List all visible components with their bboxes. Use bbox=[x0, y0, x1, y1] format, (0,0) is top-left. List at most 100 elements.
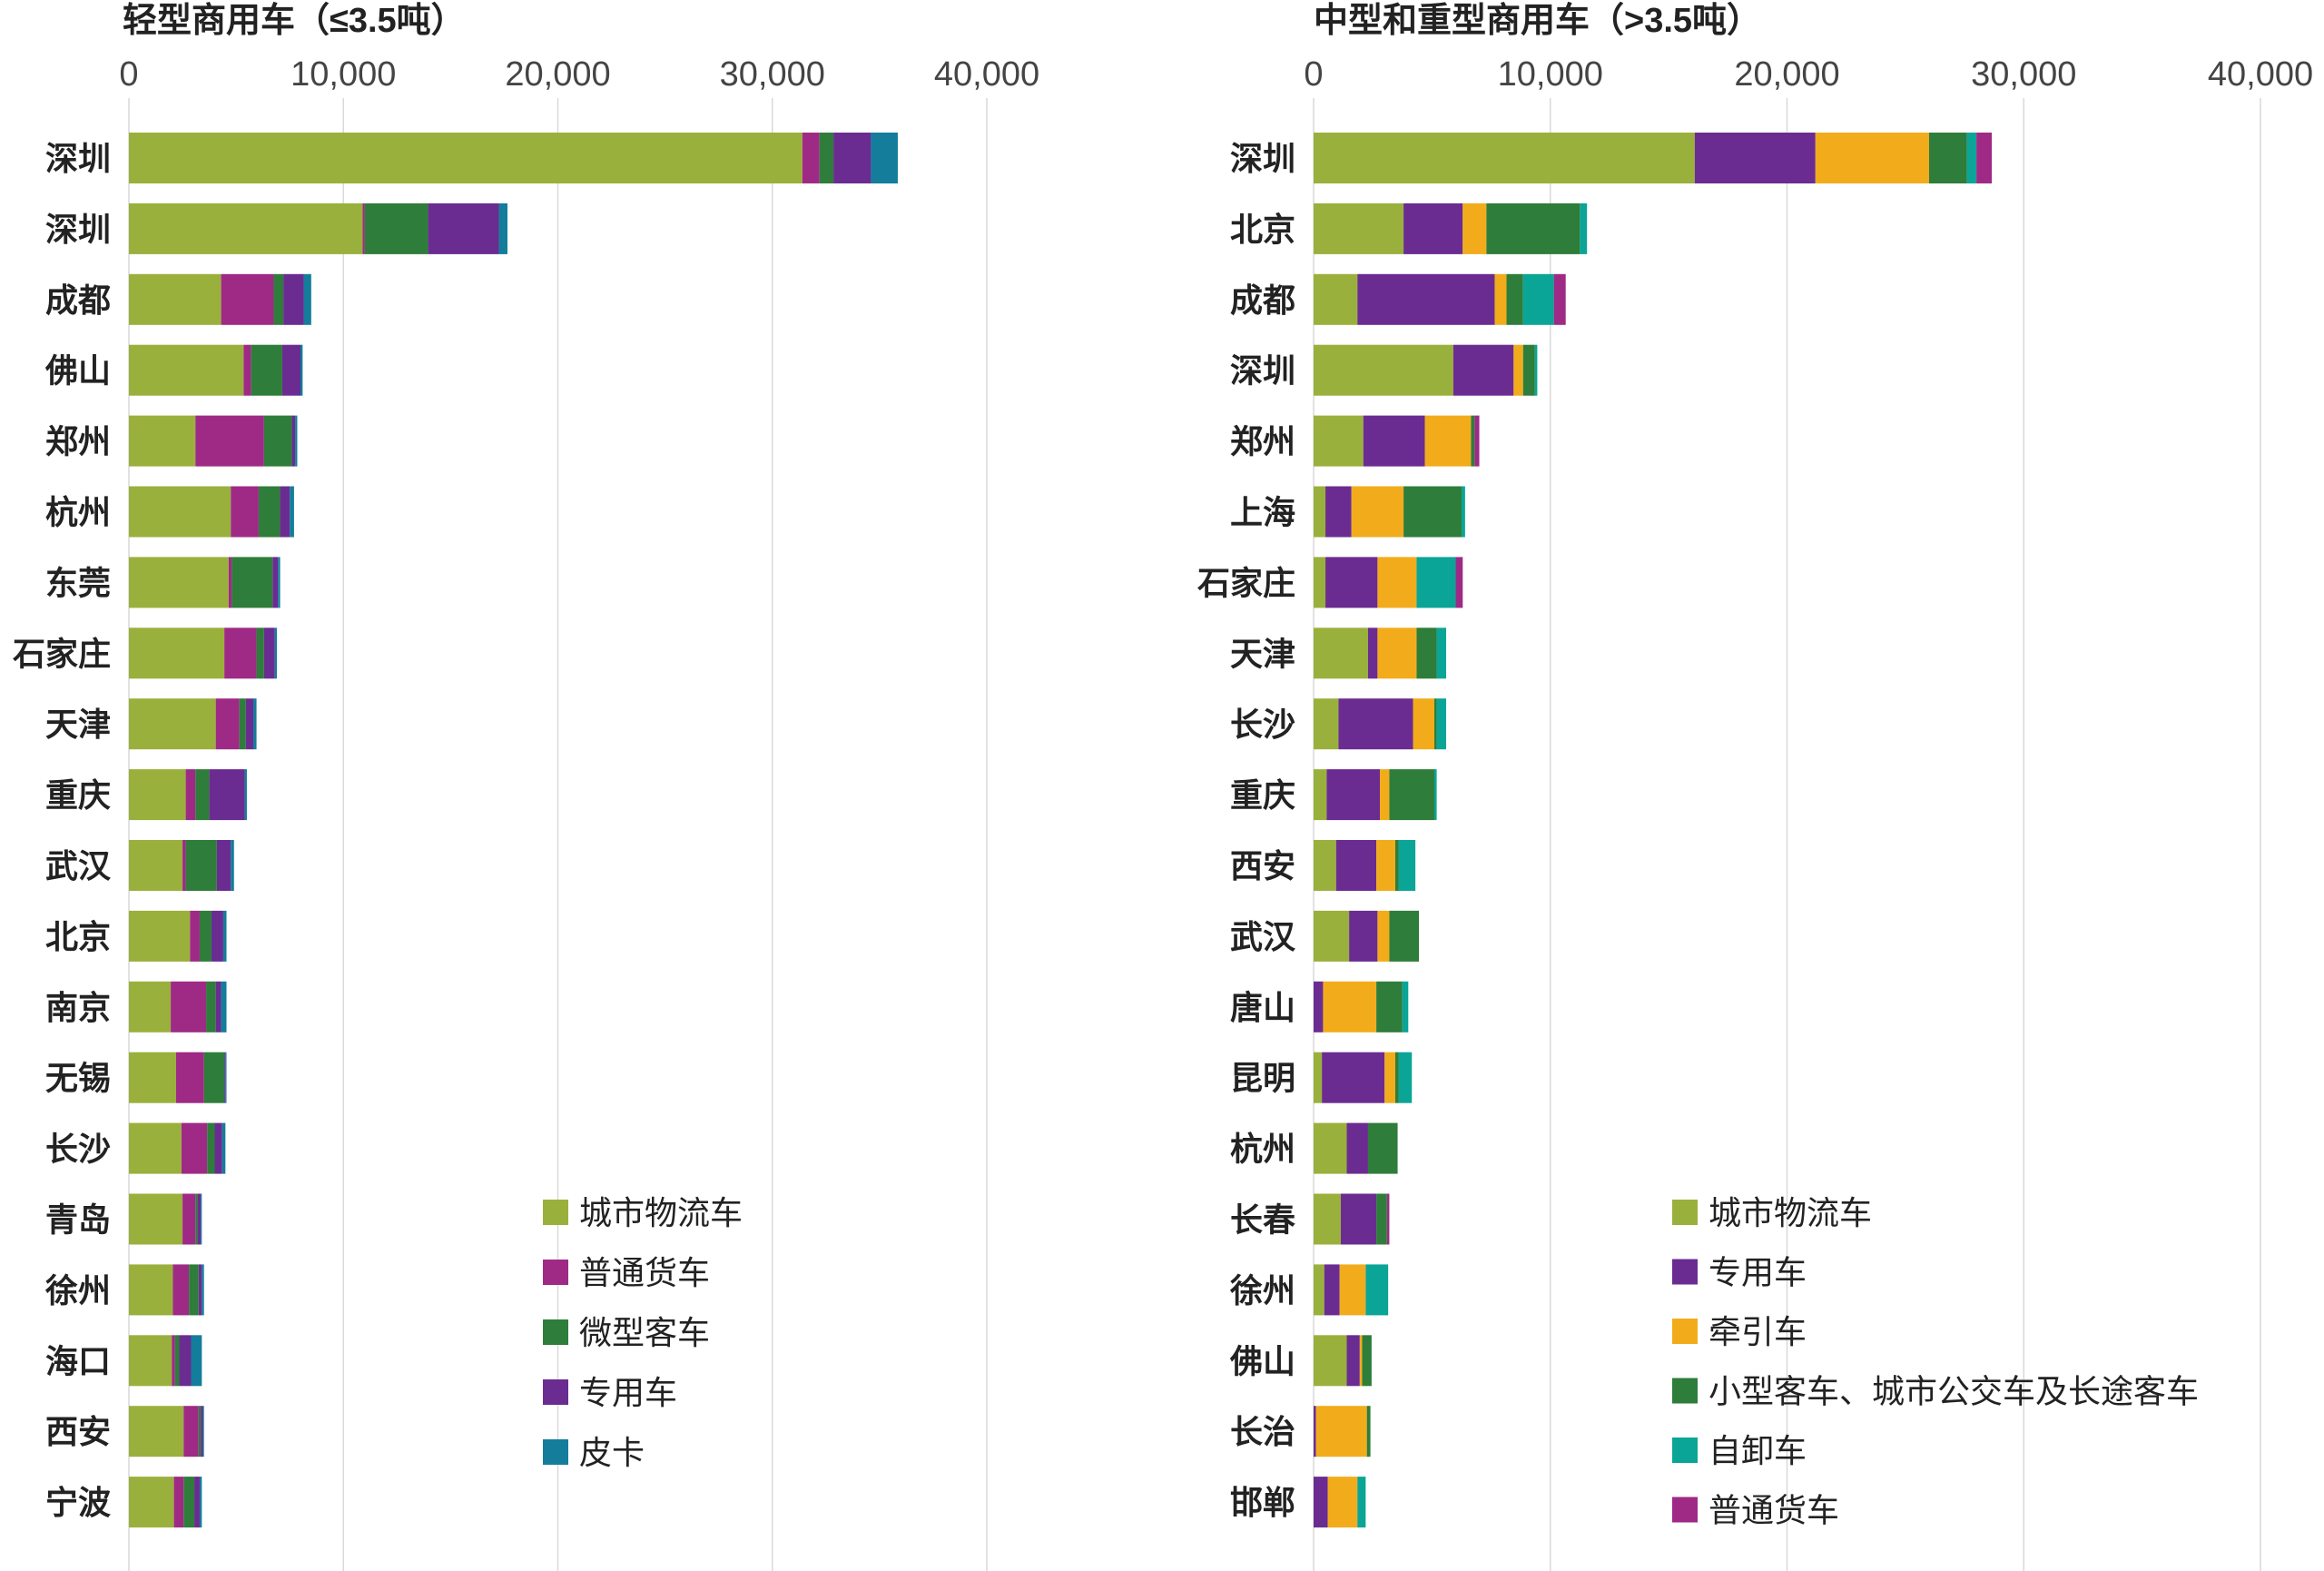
left-legend-label: 皮卡 bbox=[579, 1434, 645, 1471]
right-bar-segment bbox=[1376, 840, 1395, 891]
left-category-label: 石家庄 bbox=[13, 635, 111, 672]
left-bar-segment bbox=[211, 910, 223, 962]
left-bar-segment bbox=[215, 981, 222, 1033]
right-bar-segment bbox=[1486, 203, 1581, 254]
left-bar-segment bbox=[256, 627, 264, 679]
right-bar-segment bbox=[1471, 415, 1475, 467]
left-bar-segment bbox=[278, 557, 281, 608]
left-bar-segment bbox=[129, 769, 186, 821]
right-category-label: 重庆 bbox=[1230, 776, 1295, 814]
right-bar-segment bbox=[1365, 1264, 1389, 1316]
left-bar-segment bbox=[222, 1122, 226, 1174]
left-bar-segment bbox=[239, 698, 246, 750]
right-bar-segment bbox=[1363, 415, 1425, 467]
left-bar-segment bbox=[231, 557, 273, 608]
left-category-label: 青岛 bbox=[45, 1201, 111, 1239]
left-bar-segment bbox=[129, 1193, 183, 1245]
right-bar-segment bbox=[1424, 415, 1472, 467]
left-bar-segment bbox=[129, 1477, 174, 1528]
left-legend-label: 城市物流车 bbox=[579, 1194, 743, 1231]
left-chart-title: 轻型商用车（≤3.5吨） bbox=[123, 2, 466, 40]
right-bar-segment bbox=[1367, 1122, 1398, 1174]
right-category-label: 北京 bbox=[1230, 211, 1295, 248]
right-bar-segment bbox=[1580, 203, 1588, 254]
left-bar-segment bbox=[263, 415, 292, 467]
right-bar-segment bbox=[1314, 698, 1339, 750]
left-bar-segment bbox=[206, 981, 216, 1033]
right-category-label: 深圳 bbox=[1230, 352, 1295, 390]
left-bar-segment bbox=[224, 627, 257, 679]
right-bar-segment bbox=[1314, 769, 1327, 821]
right-bar-segment bbox=[1976, 133, 1993, 183]
right-bar-segment bbox=[1513, 344, 1523, 396]
left-bar-segment bbox=[295, 415, 298, 467]
right-bar-segment bbox=[1314, 486, 1326, 538]
left-legend-label: 普通货车 bbox=[579, 1254, 710, 1291]
right-bar-segment bbox=[1314, 344, 1453, 396]
right-bar-segment bbox=[1325, 557, 1378, 608]
right-bar-segment bbox=[1398, 1052, 1413, 1103]
right-bar-segment bbox=[1359, 1335, 1363, 1387]
left-bar-segment bbox=[194, 1477, 200, 1528]
right-bar-segment bbox=[1357, 273, 1495, 325]
right-bar-segment bbox=[1506, 273, 1523, 325]
left-bar-segment bbox=[245, 698, 254, 750]
right-bar-segment bbox=[1314, 981, 1324, 1033]
right-bar-segment bbox=[1357, 1477, 1366, 1528]
left-bar-segment bbox=[189, 1264, 199, 1316]
right-category-label: 石家庄 bbox=[1197, 564, 1295, 601]
right-x-tick-label: 30,000 bbox=[1971, 55, 2076, 94]
left-bar-segment bbox=[197, 1193, 202, 1245]
left-bar-segment bbox=[819, 133, 834, 183]
left-bar-segment bbox=[222, 910, 227, 962]
right-chart-title: 中型和重型商用车（>3.5吨） bbox=[1314, 2, 1761, 40]
left-bar-segment bbox=[207, 1122, 215, 1174]
left-bar-segment bbox=[498, 203, 507, 254]
right-bar-segment bbox=[1452, 344, 1514, 396]
right-bar-segment bbox=[1394, 1052, 1399, 1103]
left-bar-segment bbox=[209, 769, 245, 821]
left-bar-segment bbox=[182, 840, 186, 891]
right-bar-segment bbox=[1398, 840, 1416, 891]
right-legend-swatch bbox=[1672, 1497, 1698, 1523]
right-legend-label: 自卸车 bbox=[1709, 1432, 1807, 1469]
right-bar-segment bbox=[1416, 557, 1456, 608]
left-bar-segment bbox=[129, 840, 183, 891]
left-bar-segment bbox=[202, 1406, 204, 1457]
left-bar-segment bbox=[129, 1052, 176, 1103]
left-bar-segment bbox=[281, 344, 300, 396]
left-bar-segment bbox=[244, 769, 247, 821]
left-bar-segment bbox=[802, 133, 820, 183]
left-bar-segment bbox=[251, 344, 282, 396]
left-x-tick-label: 40,000 bbox=[934, 55, 1039, 94]
right-bar-segment bbox=[1314, 1477, 1328, 1528]
right-bar-segment bbox=[1694, 133, 1816, 183]
right-bar-segment bbox=[1314, 1122, 1347, 1174]
right-bar-segment bbox=[1376, 1193, 1387, 1245]
right-chart: 0 10,000 20,000 30,000 40,000深圳北京成都深圳郑州上海石家庄… bbox=[1197, 55, 2313, 1571]
right-legend-label: 小型客车、城市公交车及长途客车 bbox=[1709, 1373, 2199, 1410]
right-bar-segment bbox=[1553, 273, 1566, 325]
left-bar-segment bbox=[129, 627, 225, 679]
right-category-label: 邯郸 bbox=[1230, 1484, 1295, 1521]
left-x-tick-label: 0 bbox=[119, 55, 138, 94]
right-bar-segment bbox=[1403, 203, 1463, 254]
left-bar-segment bbox=[179, 1335, 192, 1387]
right-bar-segment bbox=[1323, 981, 1377, 1033]
left-bar-segment bbox=[183, 1477, 195, 1528]
left-bar-segment bbox=[273, 273, 284, 325]
right-category-label: 西安 bbox=[1230, 847, 1295, 884]
left-bar-segment bbox=[224, 1052, 226, 1103]
right-bar-segment bbox=[1314, 1193, 1341, 1245]
left-legend-swatch bbox=[543, 1379, 568, 1405]
left-bar-segment bbox=[290, 486, 294, 538]
left-bar-segment bbox=[174, 1335, 180, 1387]
right-bar-segment bbox=[1346, 1122, 1368, 1174]
left-bar-segment bbox=[129, 415, 196, 467]
right-bar-segment bbox=[1403, 486, 1462, 538]
left-bar-segment bbox=[195, 415, 264, 467]
left-category-label: 长沙 bbox=[45, 1131, 111, 1168]
left-bar-segment bbox=[291, 415, 296, 467]
left-bar-segment bbox=[300, 344, 303, 396]
